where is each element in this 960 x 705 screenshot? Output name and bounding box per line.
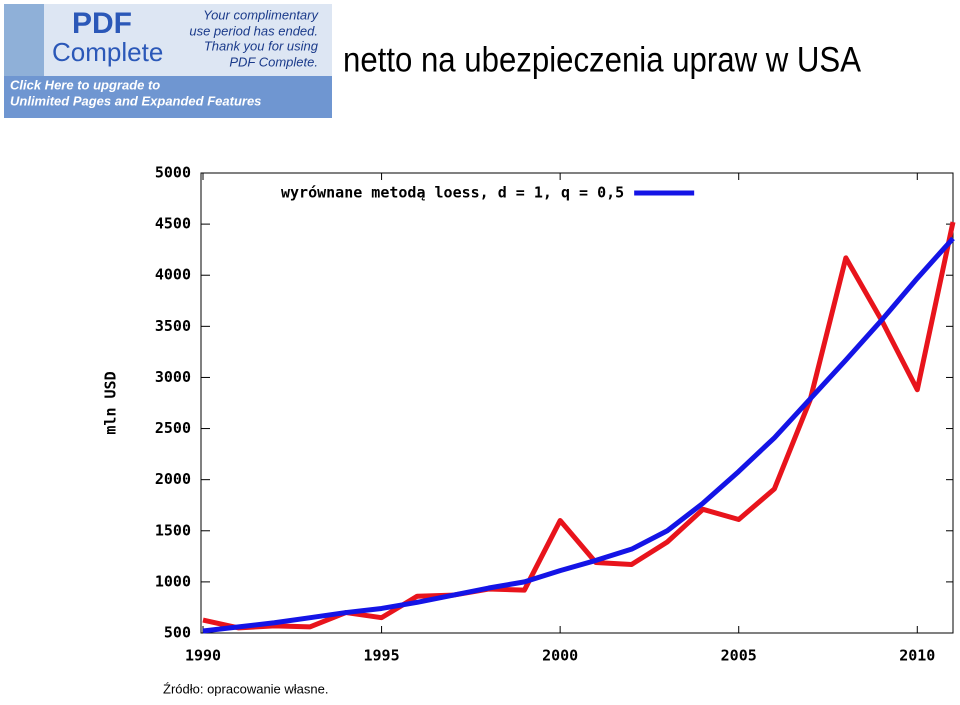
x-tick-label: 2000: [542, 647, 578, 665]
upgrade-link[interactable]: Click Here to upgrade to: [10, 77, 160, 92]
x-tick-label: 2005: [721, 647, 757, 665]
y-tick-label: 3500: [155, 317, 191, 335]
y-tick-label: 500: [164, 624, 191, 642]
plot-frame: [200, 172, 954, 634]
notice: Thank you for using: [204, 38, 319, 53]
y-axis-label: mln USD: [102, 371, 120, 434]
y-tick-label: 4500: [155, 215, 191, 233]
y-tick-label: 5000: [155, 164, 191, 182]
notice: use period has ended.: [189, 23, 318, 38]
x-tick-label: 1995: [364, 647, 400, 665]
upgrade-banner[interactable]: PDF Complete Your complimentary use peri…: [4, 4, 332, 118]
y-tick-label: 3000: [155, 368, 191, 386]
y-tick-label: 1500: [155, 521, 191, 539]
logo-pdf: PDF: [72, 7, 132, 40]
y-tick-label: 2500: [155, 419, 191, 437]
y-tick-label: 1000: [155, 572, 191, 590]
logo-complete: Complete: [52, 37, 163, 67]
x-tick-label: 1990: [185, 647, 221, 665]
legend-label: wyrównane metodą loess, d = 1, q = 0,5: [281, 184, 624, 202]
notice: Your complimentary: [203, 7, 319, 22]
y-tick-label: 4000: [155, 266, 191, 284]
upgrade-link[interactable]: Unlimited Pages and Expanded Features: [10, 93, 261, 108]
x-tick-label: 2010: [899, 647, 935, 665]
notice: PDF Complete.: [229, 54, 318, 69]
source-note: Źródło: opracowanie własne.: [163, 681, 328, 696]
data-line: [202, 236, 955, 634]
y-tick-label: 2000: [155, 470, 191, 488]
chart-title: netto na ubezpieczenia upraw w USA: [343, 40, 862, 79]
banner-photo: [4, 4, 44, 76]
banner-button[interactable]: [4, 76, 332, 118]
data-line: [202, 221, 956, 631]
